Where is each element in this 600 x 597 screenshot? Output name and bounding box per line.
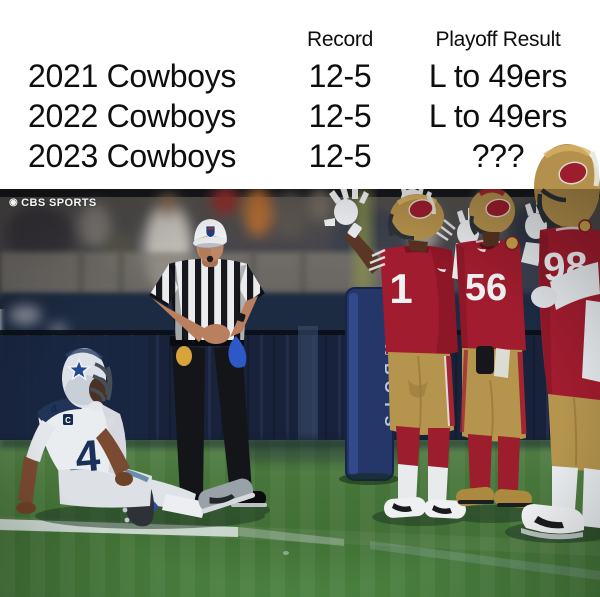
header-playoff-result: Playoff Result [435, 28, 561, 51]
row-record: 12-5 [308, 98, 372, 134]
photo-vignette [0, 189, 600, 597]
row-team: 2021 Cowboys [28, 58, 237, 94]
row-result: ??? [471, 138, 525, 174]
table-row: 2023 Cowboys 12-5 ??? [0, 135, 600, 177]
header-record: Record [307, 28, 373, 51]
watermark-label: CBS SPORTS [21, 197, 97, 209]
table-row: 2022 Cowboys 12-5 L to 49ers [0, 95, 600, 137]
row-record: 12-5 [308, 58, 372, 94]
row-result: L to 49ers [428, 58, 568, 94]
row-result: L to 49ers [428, 98, 568, 134]
table-header-row: Record Playoff Result [0, 27, 600, 53]
row-team: 2022 Cowboys [28, 98, 237, 134]
sf-logo-icon [558, 161, 588, 185]
row-record: 12-5 [308, 138, 372, 174]
row-team: 2023 Cowboys [28, 138, 237, 174]
cbs-sports-watermark: ◉ CBS SPORTS [9, 197, 97, 209]
cbs-eye-icon: ◉ [9, 197, 19, 208]
stats-table: Record Playoff Result 2021 Cowboys 12-5 … [0, 0, 600, 190]
table-row: 2021 Cowboys 12-5 L to 49ers [0, 55, 600, 97]
